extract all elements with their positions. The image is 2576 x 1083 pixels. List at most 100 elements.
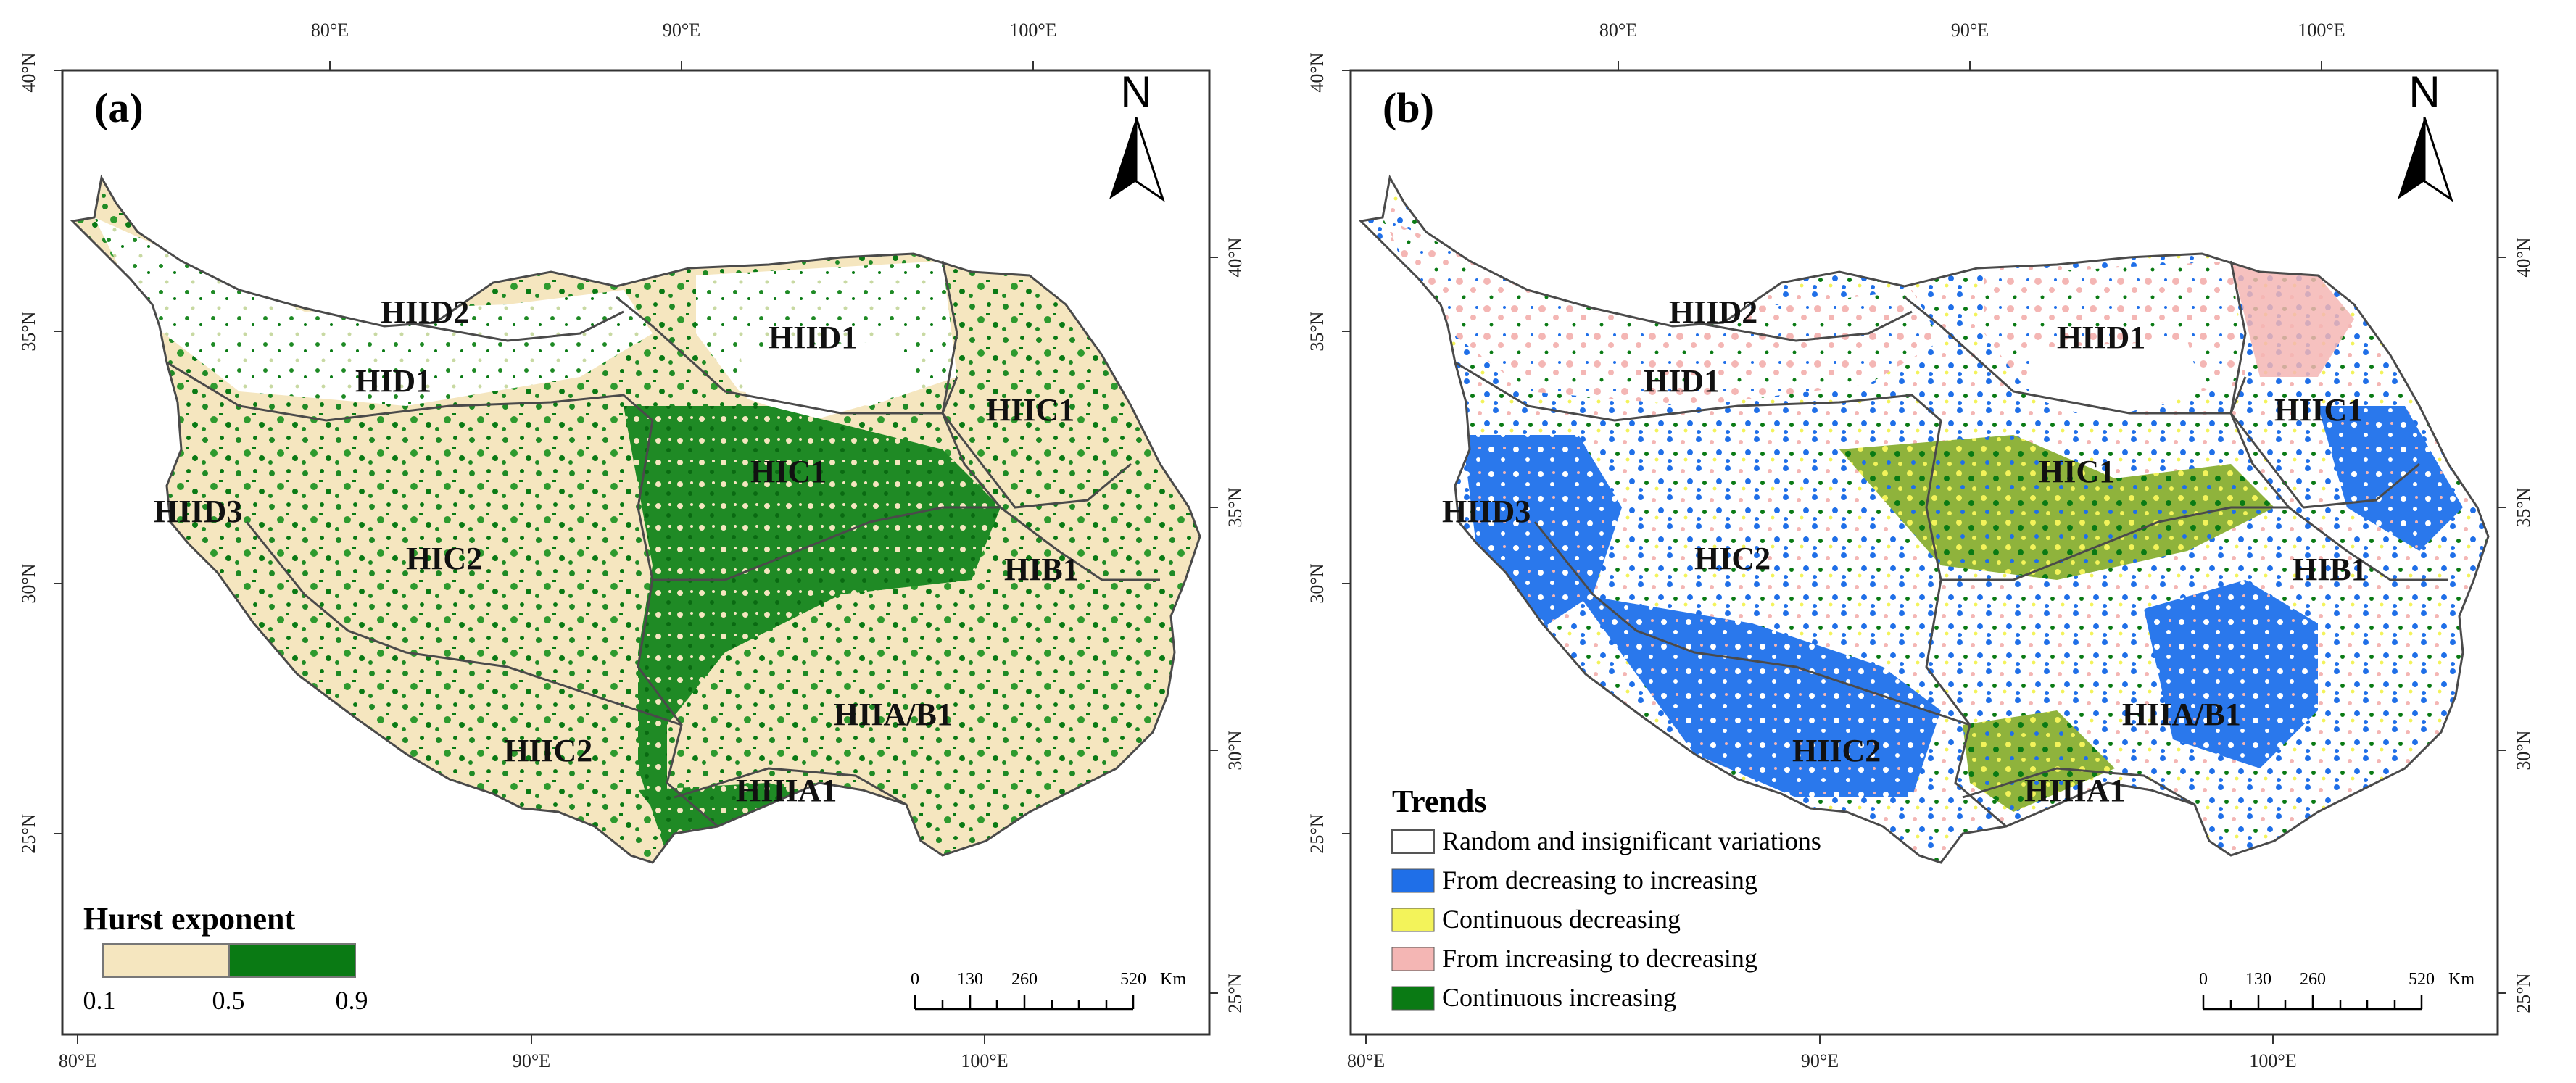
- left-lat-label-30: 30°N: [1306, 563, 1328, 603]
- bottom-lon-label-80: 80°E: [1347, 1050, 1385, 1071]
- legend-title: Trends: [1392, 784, 1486, 819]
- top-lon-label-90: 90°E: [663, 20, 700, 41]
- legend-label: From decreasing to increasing: [1442, 866, 1757, 895]
- legend-item-inc-to-dec: From increasing to decreasing: [1391, 944, 1757, 973]
- left-lat-label-25: 25°N: [18, 813, 39, 853]
- scale-label-0: 0: [2199, 970, 2208, 989]
- legend-label: Continuous decreasing: [1442, 905, 1681, 934]
- bottom-lon-label-80: 80°E: [59, 1050, 96, 1071]
- legend-label: From increasing to decreasing: [1442, 944, 1757, 973]
- region-label-hiic1: HIIC1: [2274, 392, 2363, 428]
- map-panel-a: 80°E 90°E 100°E 80°E 90°E 100°E 40°N 35°…: [18, 20, 1246, 1071]
- north-label: N: [2409, 67, 2440, 116]
- scale-label-520: 520: [1120, 970, 1146, 989]
- panel-label-b: (b): [1383, 84, 1434, 131]
- scale-label-130: 130: [957, 970, 983, 989]
- legend-swatch-high: [228, 943, 356, 978]
- region-label-hid1: HID1: [355, 363, 431, 399]
- region-label-hib1: HIB1: [1004, 552, 1079, 587]
- left-lat-label-30: 30°N: [18, 563, 39, 603]
- legend-item-cont-inc: Continuous increasing: [1391, 983, 1676, 1012]
- legend-swatch: [1391, 908, 1435, 932]
- right-lat-label-25: 25°N: [2513, 973, 2534, 1013]
- map-b-ticks: [1342, 61, 2506, 1044]
- region-label-hiiab1: HIIA/B1: [2122, 697, 2241, 732]
- region-label-hiid3: HIID3: [1442, 494, 1531, 529]
- top-lon-label-80: 80°E: [1599, 20, 1637, 41]
- scale-label-130: 130: [2245, 970, 2271, 989]
- region-label-hic1: HIC1: [2039, 454, 2115, 489]
- top-lon-label-80: 80°E: [311, 20, 349, 41]
- legend-tick-low: 0.1: [83, 986, 116, 1015]
- region-label-hid1: HID1: [1644, 363, 1720, 399]
- map-a-svg: 80°E 90°E 100°E 80°E 90°E 100°E 40°N 35°…: [18, 20, 1246, 1071]
- map-b-svg: 80°E 90°E 100°E 80°E 90°E 100°E 40°N 35°…: [1306, 20, 2534, 1071]
- left-lat-label-35: 35°N: [18, 311, 39, 351]
- hurst-legend: Hurst exponent 0.1 0.5 0.9: [83, 901, 368, 1015]
- right-lat-label-40: 40°N: [1225, 237, 1246, 277]
- region-label-hiic2: HIIC2: [504, 733, 592, 768]
- left-lat-label-40: 40°N: [1306, 52, 1328, 92]
- map-panel-b: 80°E 90°E 100°E 80°E 90°E 100°E 40°N 35°…: [1288, 0, 2576, 1083]
- legend-tick-high: 0.9: [336, 986, 368, 1015]
- region-label-hic1: HIC1: [750, 454, 827, 489]
- top-lon-label-100: 100°E: [1009, 20, 1056, 41]
- scale-unit: Km: [2448, 970, 2474, 989]
- scale-bar: 0 130 260 520 Km: [2199, 970, 2474, 1011]
- map-b-region-boundaries: [1358, 174, 2490, 864]
- region-label-hiid1: HIID1: [769, 320, 857, 355]
- trends-legend: Trends Random and insignificant variatio…: [1391, 784, 1821, 1012]
- bottom-lon-label-90: 90°E: [1801, 1050, 1839, 1071]
- region-label-hib1: HIB1: [2293, 552, 2367, 587]
- region-label-hiiab1: HIIA/B1: [834, 697, 953, 732]
- top-lon-label-100: 100°E: [2298, 20, 2345, 41]
- right-lat-label-25: 25°N: [1225, 973, 1246, 1013]
- legend-swatch: [1391, 829, 1435, 854]
- bottom-lon-label-100: 100°E: [2249, 1050, 2296, 1071]
- legend-swatch: [1391, 868, 1435, 893]
- legend-item-random: Random and insignificant variations: [1391, 826, 1821, 855]
- north-arrow-icon: N: [1109, 67, 1165, 202]
- scale-unit: Km: [1160, 970, 1186, 989]
- region-label-hiid2: HIID2: [381, 294, 469, 330]
- scale-label-0: 0: [911, 970, 919, 989]
- map-a-region-boundaries: [70, 174, 1201, 864]
- panel-label-a: (a): [94, 84, 144, 131]
- region-label-hiid2: HIID2: [1669, 294, 1757, 330]
- legend-item-dec-to-inc: From decreasing to increasing: [1391, 866, 1757, 895]
- region-label-hiid3: HIID3: [154, 494, 242, 529]
- region-label-hiiia1: HIIIA1: [736, 773, 837, 808]
- scale-bar: 0 130 260 520 Km: [911, 970, 1186, 1011]
- legend-label: Random and insignificant variations: [1442, 826, 1821, 855]
- left-lat-label-35: 35°N: [1306, 311, 1328, 351]
- scale-label-260: 260: [1011, 970, 1038, 989]
- bottom-lon-label-100: 100°E: [961, 1050, 1008, 1071]
- right-lat-label-30: 30°N: [2513, 730, 2534, 770]
- bottom-lon-label-90: 90°E: [513, 1050, 550, 1071]
- region-label-hic2: HIC2: [1694, 541, 1771, 576]
- map-a-top-ticks: [54, 61, 1218, 1044]
- region-label-hic2: HIC2: [406, 541, 482, 576]
- legend-tick-mid: 0.5: [212, 986, 245, 1015]
- top-lon-label-90: 90°E: [1951, 20, 1989, 41]
- region-label-hiid1: HIID1: [2057, 320, 2145, 355]
- legend-swatch: [1391, 947, 1435, 971]
- region-label-hiic2: HIIC2: [1792, 733, 1881, 768]
- right-lat-label-35: 35°N: [1225, 487, 1246, 527]
- legend-swatch: [1391, 986, 1435, 1011]
- region-label-hiiia1: HIIIA1: [2024, 773, 2125, 808]
- legend-title: Hurst exponent: [83, 901, 295, 937]
- north-arrow-icon: N: [2398, 67, 2453, 202]
- region-label-hiic1: HIIC1: [986, 392, 1074, 428]
- left-lat-label-40: 40°N: [18, 52, 39, 92]
- legend-label: Continuous increasing: [1442, 983, 1676, 1012]
- right-lat-label-30: 30°N: [1225, 730, 1246, 770]
- legend-swatch-low: [102, 943, 230, 978]
- north-label: N: [1120, 67, 1151, 116]
- scale-label-260: 260: [2300, 970, 2326, 989]
- scale-label-520: 520: [2409, 970, 2435, 989]
- right-lat-label-35: 35°N: [2513, 487, 2534, 527]
- left-lat-label-25: 25°N: [1306, 813, 1328, 853]
- right-lat-label-40: 40°N: [2513, 237, 2534, 277]
- legend-item-cont-dec: Continuous decreasing: [1391, 905, 1681, 934]
